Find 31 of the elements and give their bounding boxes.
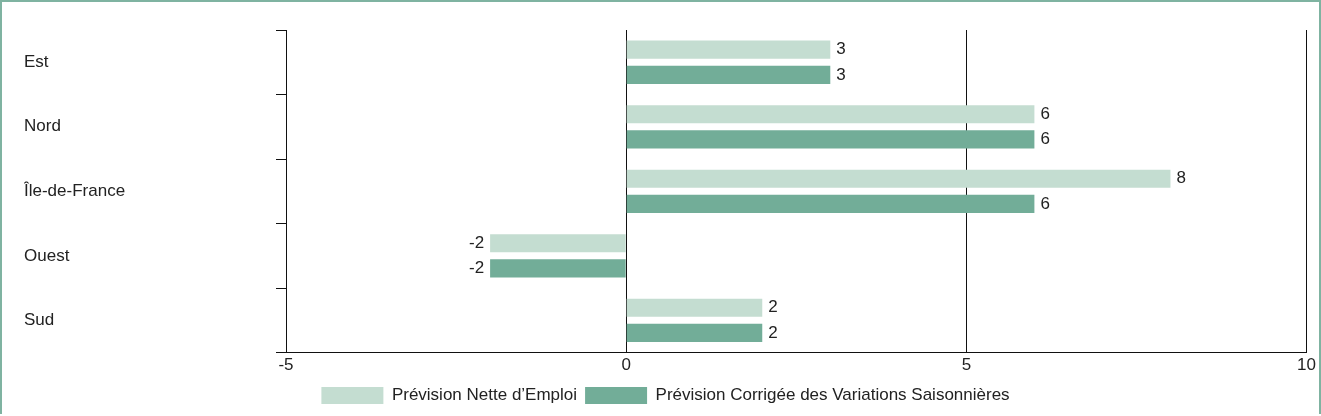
data-label: 6 — [1040, 129, 1050, 149]
bar — [626, 298, 763, 317]
y-tick-label: Nord — [24, 116, 61, 136]
data-label: -2 — [468, 232, 485, 252]
data-label: -2 — [468, 258, 485, 278]
x-tick-label: 10 — [1297, 355, 1317, 375]
bar — [490, 259, 626, 278]
data-label: 2 — [768, 297, 778, 317]
bar — [626, 65, 831, 84]
legend-label: Prévision Corrigée des Variations Saisonnières — [655, 385, 1010, 405]
data-label: 8 — [1176, 168, 1186, 188]
data-label: 3 — [836, 64, 846, 84]
data-label: 6 — [1040, 103, 1050, 123]
bar — [626, 323, 763, 342]
y-tick-label: Île-de-France — [23, 180, 126, 200]
y-tick-label: Est — [24, 51, 49, 71]
bar — [626, 169, 1171, 188]
data-label: 3 — [836, 39, 846, 59]
data-label: 6 — [1040, 193, 1050, 213]
bar — [490, 234, 626, 253]
x-tick-label: -5 — [278, 355, 294, 375]
data-label: 2 — [768, 322, 778, 342]
bar — [626, 194, 1035, 213]
x-tick-label: 0 — [621, 355, 631, 375]
x-tick-label: 5 — [961, 355, 972, 375]
legend-label: Prévision Nette d’Emploi — [391, 385, 578, 405]
bar — [626, 130, 1035, 149]
bar — [626, 105, 1035, 124]
y-tick-label: Ouest — [24, 245, 70, 265]
bar — [626, 40, 831, 59]
y-tick-label: Sud — [24, 310, 55, 330]
